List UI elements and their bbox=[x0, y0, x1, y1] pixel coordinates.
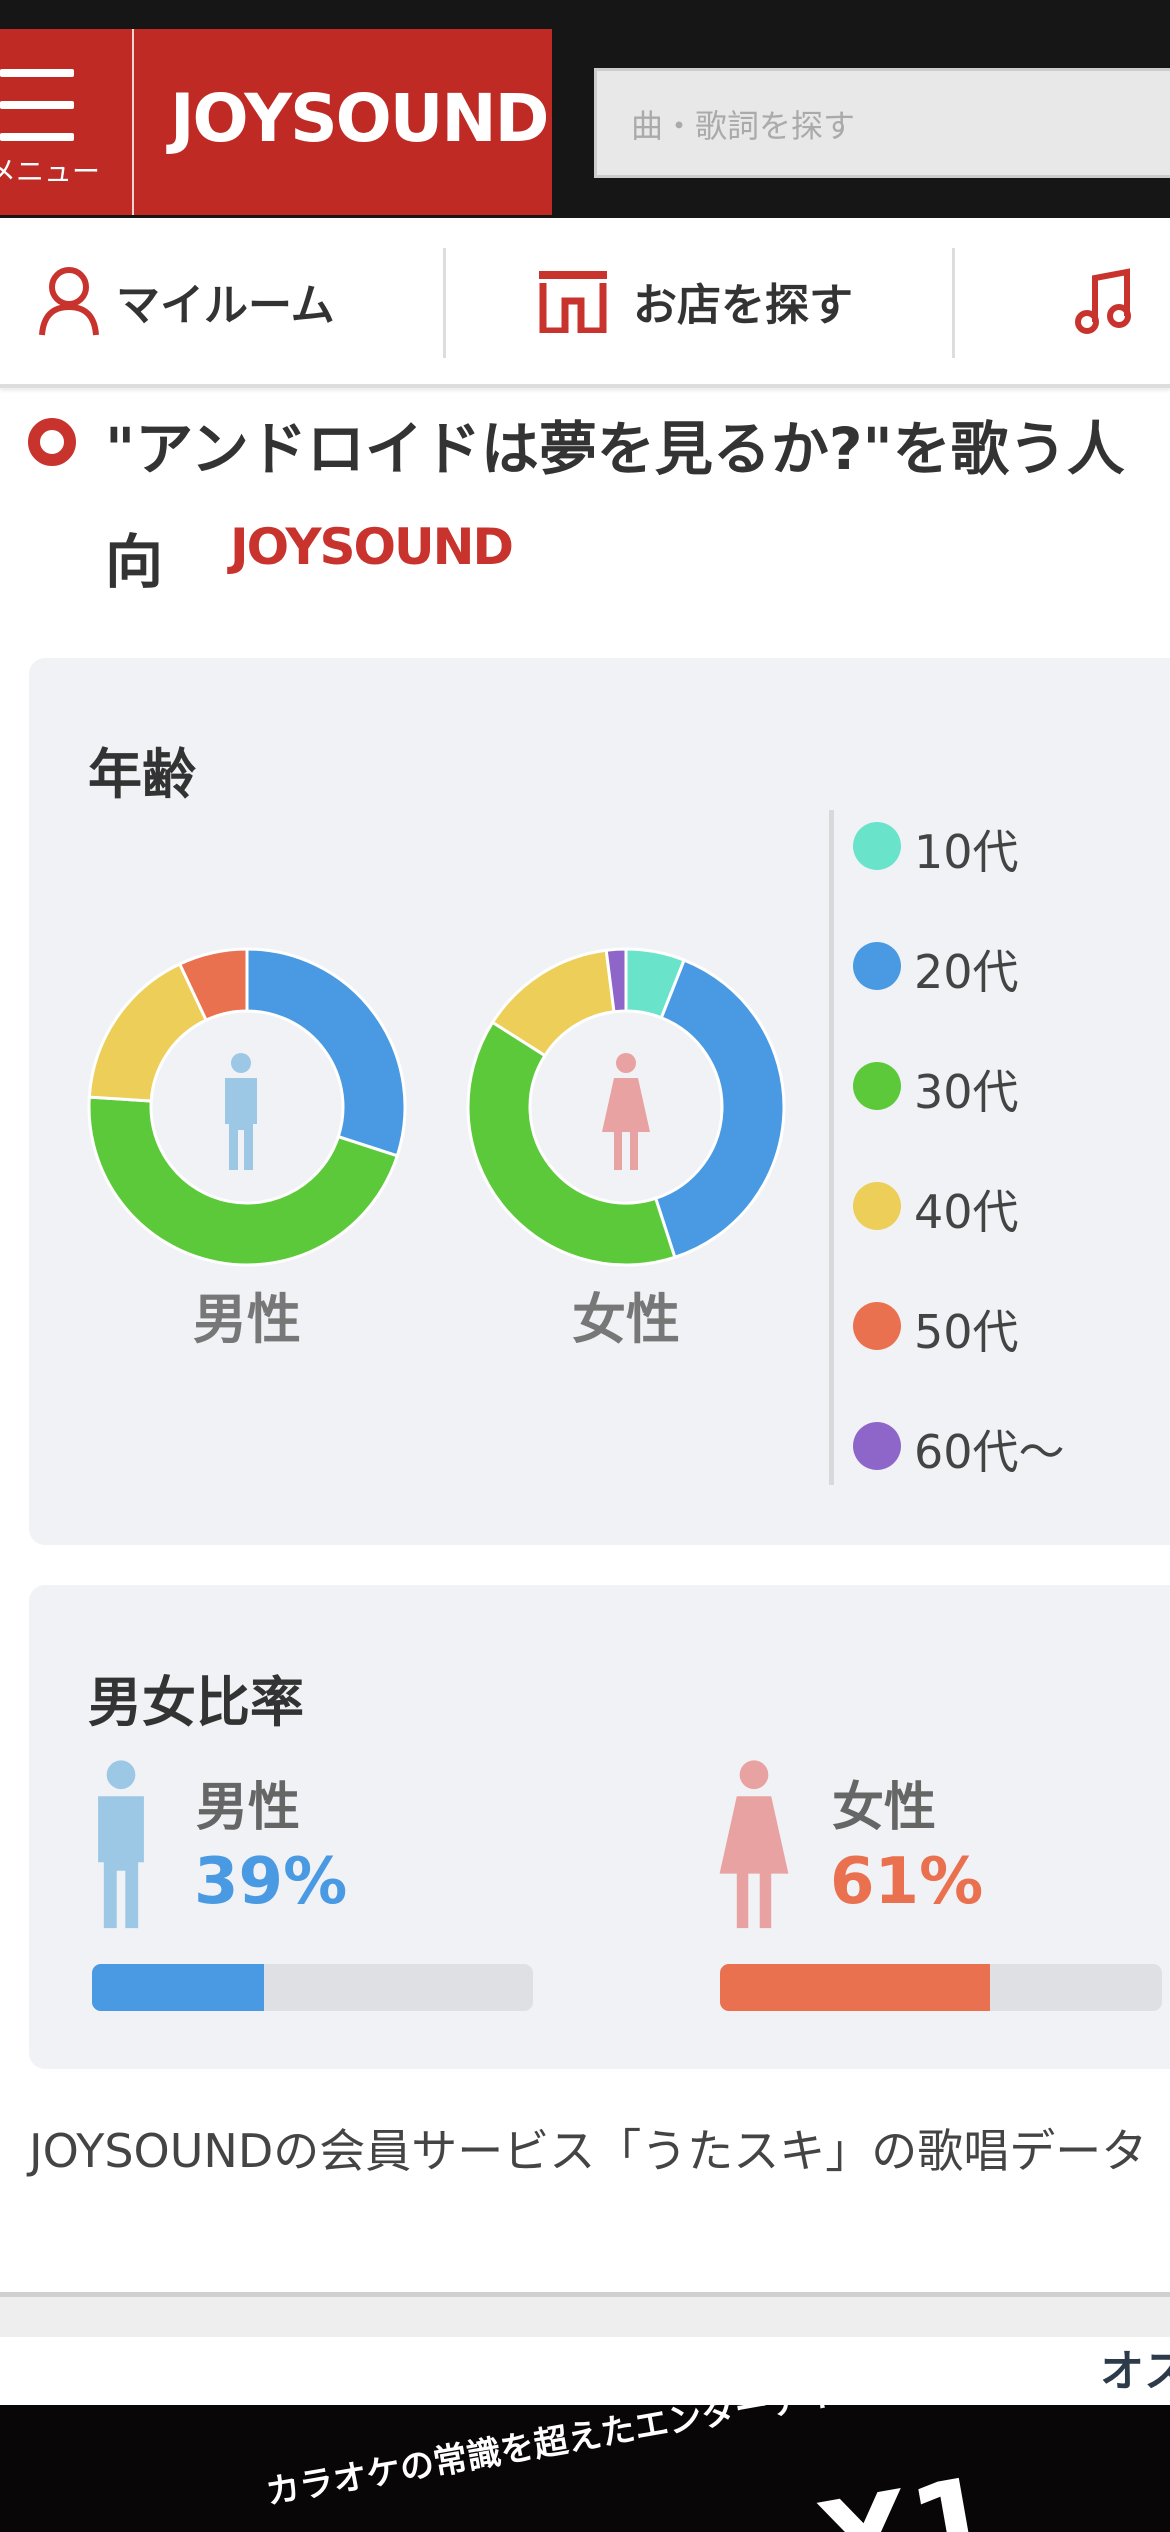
female-percent: 61% bbox=[830, 1845, 984, 1919]
divider bbox=[443, 248, 446, 358]
legend-dot bbox=[853, 822, 901, 870]
nav-item-find-shop[interactable]: お店を探す bbox=[537, 218, 853, 384]
divider bbox=[132, 29, 134, 215]
legend-dot bbox=[853, 1062, 901, 1110]
male-figure-icon bbox=[98, 1760, 144, 1929]
menu-label: メニュー bbox=[0, 155, 100, 188]
legend-label: 60代〜 bbox=[914, 1425, 1065, 1479]
music-note-icon bbox=[1075, 268, 1131, 334]
male-donut-label: 男性 bbox=[193, 1288, 301, 1351]
page-title: "アンドロイドは夢を見るか?"を歌う人 bbox=[105, 415, 1125, 483]
legend-dot bbox=[853, 1182, 901, 1230]
banner-title: X1 bbox=[809, 2451, 1006, 2532]
menu-button[interactable]: メニュー bbox=[0, 29, 132, 215]
page-title-line2: 向 bbox=[105, 528, 164, 596]
divider bbox=[952, 248, 955, 358]
recommend-link[interactable]: オス bbox=[1100, 2346, 1170, 2397]
legend-dot bbox=[853, 1422, 901, 1470]
joysound-logo-small: JOYSOUND bbox=[230, 518, 514, 576]
ratio-heading: 男女比率 bbox=[88, 1671, 304, 1734]
female-donut-label: 女性 bbox=[572, 1288, 680, 1351]
divider bbox=[0, 2292, 1170, 2297]
legend-label: 20代 bbox=[914, 945, 1019, 999]
data-source-note: JOYSOUNDの会員サービス「うたスキ」の歌唱データ bbox=[29, 2124, 1148, 2178]
section-gap bbox=[0, 2297, 1170, 2337]
nav-label: お店を探す bbox=[633, 280, 853, 331]
legend-label: 50代 bbox=[914, 1305, 1019, 1359]
age-heading: 年齢 bbox=[88, 743, 196, 806]
male-figure-icon bbox=[225, 1053, 257, 1170]
female-ratio-fill bbox=[720, 1964, 990, 2011]
nav-item-music[interactable] bbox=[1075, 218, 1135, 384]
nav-label: マイルーム bbox=[116, 280, 335, 331]
legend-label: 30代 bbox=[914, 1065, 1019, 1119]
female-ratio-bar bbox=[720, 1964, 1162, 2011]
header-brand-block bbox=[0, 29, 552, 215]
search-input[interactable]: 曲・歌詞を探す bbox=[594, 68, 1170, 178]
female-figure-icon bbox=[602, 1053, 650, 1170]
nav-bar: マイルーム お店を探す bbox=[0, 218, 1170, 388]
male-label: 男性 bbox=[196, 1778, 301, 1838]
joysound-logo[interactable]: JOYSOUND bbox=[170, 80, 549, 157]
title-bullet-icon bbox=[28, 418, 76, 466]
legend-label: 10代 bbox=[914, 825, 1019, 879]
ad-banner[interactable]: カラオケの常識を超えたエンターテインメント体験。 X1 bbox=[0, 2405, 1170, 2532]
legend-label: 40代 bbox=[914, 1185, 1019, 1239]
male-ratio-bar bbox=[92, 1964, 533, 2011]
nav-item-myroom[interactable]: マイルーム bbox=[36, 218, 335, 384]
legend-divider bbox=[829, 810, 834, 1485]
female-figure-icon bbox=[719, 1760, 789, 1929]
legend-dot bbox=[853, 1302, 901, 1350]
male-percent: 39% bbox=[194, 1845, 348, 1919]
legend-dot bbox=[853, 942, 901, 990]
male-ratio-fill bbox=[92, 1964, 264, 2011]
female-label: 女性 bbox=[832, 1778, 937, 1838]
user-icon bbox=[39, 267, 99, 336]
shop-icon bbox=[539, 271, 607, 333]
